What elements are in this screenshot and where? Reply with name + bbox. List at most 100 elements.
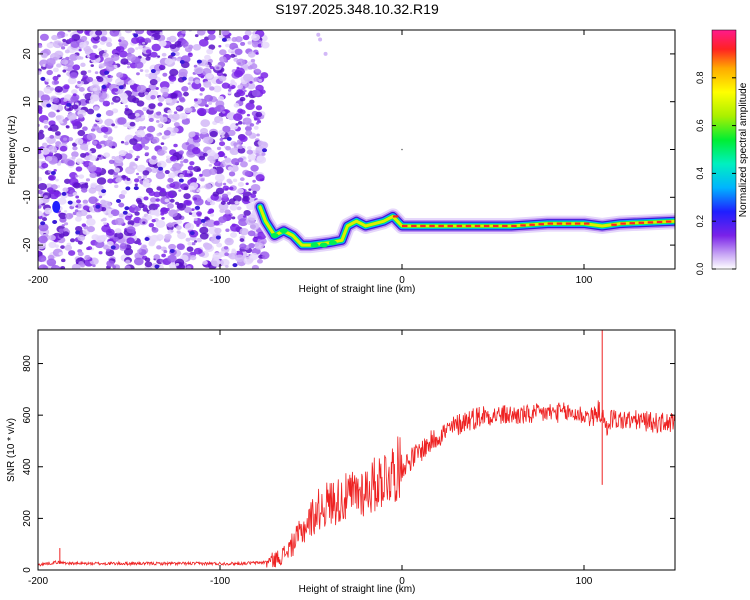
- colorbar-tick-label: 0.6: [695, 119, 705, 132]
- noise-speckle: [91, 140, 98, 145]
- noise-speckle: [77, 234, 86, 242]
- noise-speckle: [199, 87, 205, 92]
- noise-speckle: [52, 67, 59, 73]
- noise-speckle: [41, 142, 48, 147]
- noise-speckle: [72, 93, 77, 97]
- noise-speckle: [92, 87, 98, 92]
- noise-speckle: [222, 125, 231, 133]
- noise-speckle: [38, 189, 43, 195]
- noise-speckle: [209, 86, 215, 91]
- noise-speckle: [75, 166, 83, 172]
- noise-speckle: [248, 188, 252, 191]
- noise-speckle: [64, 222, 69, 226]
- noise-speckle: [114, 184, 119, 189]
- noise-speckle: [190, 255, 197, 261]
- noise-speckle: [145, 87, 151, 93]
- noise-speckle: [236, 206, 242, 211]
- noise-speckle: [108, 159, 115, 164]
- noise-speckle: [245, 130, 253, 136]
- snr-x-tick-label: -200: [28, 576, 48, 587]
- noise-speckle: [84, 255, 91, 261]
- noise-speckle: [98, 97, 105, 103]
- noise-speckle: [149, 79, 158, 86]
- noise-speckle: [142, 174, 148, 179]
- noise-speckle: [165, 97, 173, 104]
- noise-speckle: [110, 245, 116, 250]
- noise-speckle: [46, 187, 54, 193]
- noise-speckle: [245, 94, 249, 98]
- noise-speckle: [65, 212, 74, 220]
- noise-speckle: [124, 108, 133, 116]
- noise-speckle: [164, 58, 174, 65]
- noise-speckle: [238, 218, 249, 227]
- noise-speckle: [218, 75, 227, 82]
- noise-speckle: [151, 227, 159, 233]
- noise-speckle: [242, 34, 250, 41]
- noise-speckle: [67, 30, 71, 33]
- noise-speckle: [193, 197, 198, 201]
- noise-speckle: [239, 96, 246, 102]
- noise-speckle: [48, 111, 56, 118]
- noise-speckle: [139, 69, 144, 72]
- noise-speckle: [204, 216, 209, 220]
- noise-speckle: [199, 92, 203, 96]
- noise-speckle: [170, 92, 178, 99]
- noise-speckle: [233, 103, 240, 108]
- noise-speckle: [148, 222, 155, 228]
- noise-speckle: [74, 209, 79, 213]
- noise-speckle: [134, 61, 144, 69]
- noise-speckle: [230, 51, 234, 54]
- noise-speckle: [52, 75, 59, 81]
- noise-speckle: [237, 120, 243, 125]
- noise-speckle: [255, 84, 264, 92]
- noise-speckle: [208, 164, 213, 167]
- noise-speckle: [176, 209, 180, 212]
- noise-speckle: [163, 150, 167, 154]
- noise-speckle: [221, 135, 225, 138]
- noise-speckle: [157, 96, 165, 102]
- noise-speckle: [134, 178, 140, 183]
- snr-content: [38, 330, 675, 568]
- noise-speckle: [169, 198, 175, 203]
- noise-speckle: [58, 252, 64, 256]
- snr-y-tick-label: 400: [22, 458, 33, 475]
- noise-speckle: [63, 137, 68, 141]
- noise-speckle: [224, 252, 229, 257]
- noise-speckle: [251, 264, 259, 269]
- noise-speckle: [159, 187, 166, 193]
- noise-speckle: [95, 116, 102, 121]
- noise-speckle: [229, 42, 239, 50]
- noise-speckle: [179, 173, 184, 178]
- noise-speckle: [246, 113, 251, 117]
- noise-speckle: [62, 69, 67, 73]
- noise-speckle: [240, 161, 248, 168]
- noise-speckle: [121, 98, 128, 104]
- noise-speckle: [38, 235, 48, 244]
- noise-speckle: [100, 126, 109, 133]
- noise-speckle: [84, 182, 89, 186]
- trace-blob: [279, 228, 288, 234]
- noise-speckle: [244, 170, 252, 177]
- noise-speckle: [210, 213, 215, 217]
- noise-speckle: [126, 65, 131, 69]
- noise-speckle: [150, 36, 155, 40]
- noise-speckle: [46, 69, 53, 76]
- noise-speckle: [135, 118, 140, 123]
- noise-speckle: [194, 142, 201, 148]
- noise-speckle: [211, 259, 221, 267]
- noise-speckle: [150, 95, 156, 100]
- noise-speckle: [250, 193, 257, 198]
- noise-speckle: [171, 127, 179, 134]
- noise-speckle: [72, 146, 78, 151]
- noise-speckle: [252, 190, 257, 195]
- noise-speckle: [167, 109, 173, 114]
- noise-speckle: [219, 120, 224, 125]
- colorbar: 0.0 0.2 0.4 0.6 0.8 Normalized spectral ampl…: [695, 29, 749, 275]
- noise-speckle: [118, 193, 126, 200]
- noise-speckle: [239, 135, 248, 142]
- noise-speckle: [42, 64, 46, 67]
- noise-speckle: [207, 33, 216, 41]
- noise-speckle: [185, 142, 190, 146]
- noise-speckle: [137, 242, 142, 246]
- noise-speckle: [81, 223, 87, 227]
